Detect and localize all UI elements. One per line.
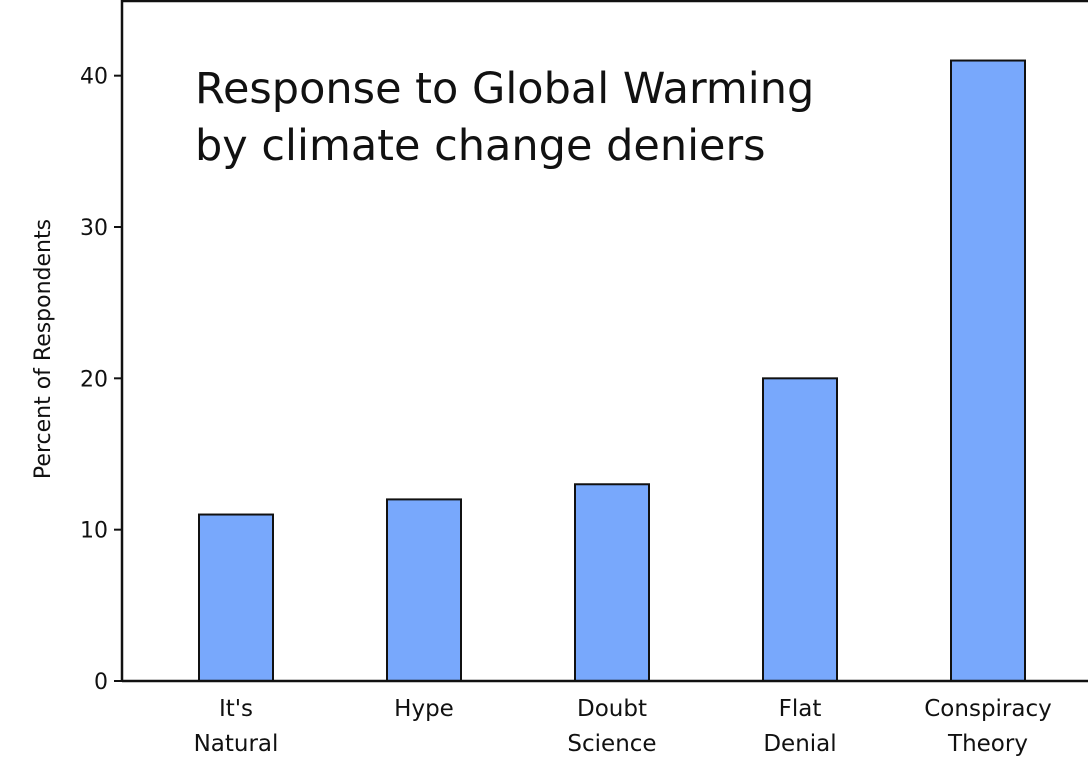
chart-title: Response to Global Warming by climate ch… — [195, 64, 814, 171]
y-tick-label-3: 30 — [80, 216, 108, 241]
y-tick-label-4: 40 — [80, 65, 108, 90]
chart-title-line-2: by climate change deniers — [195, 121, 766, 171]
x-tick-label-4-1: Theory — [947, 731, 1028, 757]
y-tick-label-0: 0 — [94, 670, 108, 695]
bar-0 — [198, 513, 274, 682]
bar-1 — [386, 498, 462, 682]
chart-title-line-1: Response to Global Warming — [195, 64, 814, 114]
y-tick-label-1: 10 — [80, 519, 108, 544]
x-tick-label-4-0: Conspiracy — [924, 696, 1052, 722]
x-tick-label-0-1: Natural — [194, 731, 279, 757]
x-tick-label-2-0: Doubt — [577, 696, 647, 722]
x-tick-label-3-0: Flat — [779, 696, 822, 722]
bar-3 — [762, 377, 838, 682]
x-tick-label-2-1: Science — [567, 731, 656, 757]
y-tick-label-2: 20 — [80, 367, 108, 392]
x-tick-label-3-1: Denial — [763, 731, 836, 757]
bar-4 — [950, 59, 1026, 683]
x-tick-label-0-0: It's — [219, 696, 253, 722]
x-tick-label-1-0: Hype — [394, 696, 454, 722]
bar-2 — [574, 483, 650, 682]
y-axis-label: Percent of Respondents — [31, 219, 56, 479]
